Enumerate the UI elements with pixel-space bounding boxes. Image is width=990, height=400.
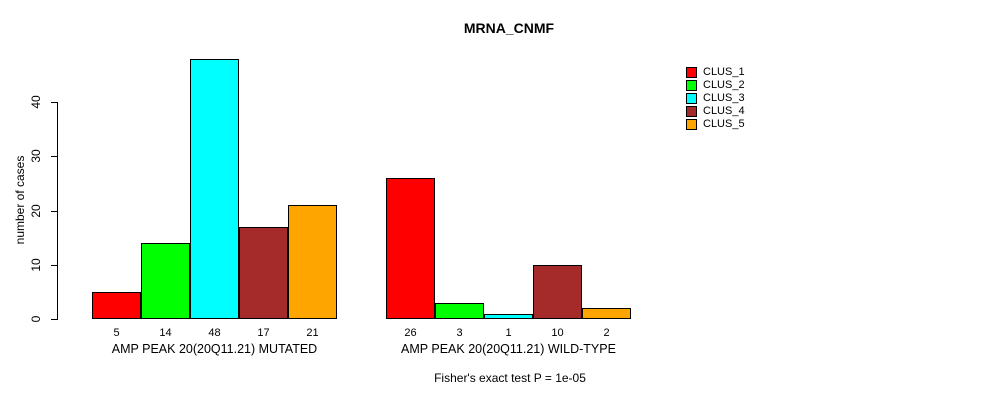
bar (239, 227, 288, 319)
y-axis-tick-label: 20 (29, 203, 43, 218)
bar-value-label: 14 (159, 327, 172, 339)
bar-value-label: 48 (208, 327, 221, 339)
y-axis-label: number of cases (13, 155, 27, 245)
bar (288, 205, 337, 319)
y-axis-tick (51, 210, 57, 212)
bar-value-label: 21 (306, 327, 319, 339)
y-axis-tick-label: 10 (29, 258, 43, 272)
bar (141, 243, 190, 319)
legend-swatch (686, 119, 697, 130)
legend-label: CLUS_5 (703, 118, 745, 130)
bar (435, 303, 484, 319)
legend-swatch (686, 80, 697, 91)
bar (386, 178, 435, 319)
y-axis (57, 102, 58, 320)
y-axis-tick (51, 319, 57, 320)
legend-item: CLUS_2 (686, 79, 745, 92)
legend-swatch (686, 67, 697, 78)
y-axis-tick (51, 102, 57, 104)
bar-value-label: 17 (257, 327, 270, 339)
bar-value-label: 3 (456, 327, 463, 339)
x-axis-group-label: AMP PEAK 20(20Q11.21) MUTATED (111, 342, 318, 356)
y-axis-tick-label: 0 (29, 315, 43, 323)
legend-item: CLUS_5 (686, 118, 745, 131)
chart-title: MRNA_CNMF (463, 20, 555, 36)
y-axis-tick-label: 40 (29, 95, 43, 109)
y-axis-tick (51, 156, 57, 158)
legend-swatch (686, 93, 697, 104)
y-axis-tick (51, 264, 57, 266)
bar (92, 292, 141, 319)
legend-swatch (686, 106, 697, 117)
bar (190, 59, 239, 319)
legend-item: CLUS_4 (686, 105, 745, 118)
legend-label: CLUS_3 (703, 92, 745, 104)
bar (533, 265, 582, 319)
bar (484, 314, 533, 319)
y-axis-tick-label: 30 (29, 149, 43, 164)
bar-value-label: 5 (113, 327, 120, 339)
bar-value-label: 1 (505, 327, 512, 339)
legend: CLUS_1 CLUS_2 CLUS_3 CLUS_4 CLUS_5 (686, 66, 745, 131)
legend-label: CLUS_2 (703, 79, 745, 91)
bar (582, 308, 631, 319)
legend-label: CLUS_1 (703, 66, 745, 78)
statistical-test-annotation: Fisher's exact test P = 1e-05 (434, 371, 586, 385)
legend-label: CLUS_4 (703, 105, 745, 117)
bar-value-label: 10 (551, 327, 564, 339)
legend-item: CLUS_3 (686, 92, 745, 105)
bar-value-label: 26 (404, 327, 417, 339)
legend-item: CLUS_1 (686, 66, 745, 79)
x-axis-group-label: AMP PEAK 20(20Q11.21) WILD-TYPE (401, 342, 616, 356)
bar-value-label: 2 (603, 327, 610, 339)
